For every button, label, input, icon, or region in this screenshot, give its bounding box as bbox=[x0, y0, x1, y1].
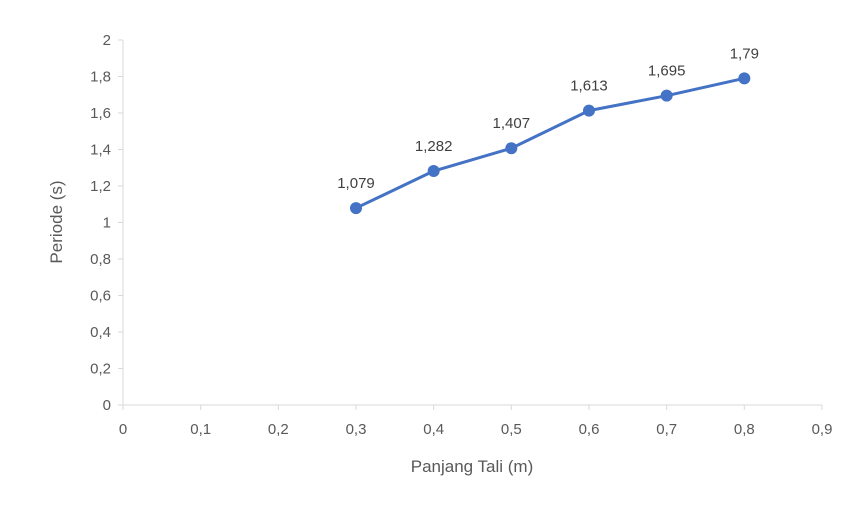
x-axis-title: Panjang Tali (m) bbox=[411, 457, 534, 476]
data-label: 1,613 bbox=[570, 78, 608, 95]
y-tick-label: 2 bbox=[103, 32, 111, 49]
x-tick-label: 0,1 bbox=[190, 421, 211, 438]
y-tick-label: 1,4 bbox=[90, 142, 111, 159]
y-tick-label: 1,2 bbox=[90, 178, 111, 195]
series-line bbox=[354, 76, 746, 210]
x-tick-label: 0,7 bbox=[656, 421, 677, 438]
x-tick-label: 0,8 bbox=[734, 421, 755, 438]
x-tick-label: 0,5 bbox=[501, 421, 522, 438]
y-tick-label: 0,4 bbox=[90, 324, 111, 341]
y-tick-label: 1,8 bbox=[90, 69, 111, 86]
data-label: 1,282 bbox=[415, 138, 453, 155]
data-point bbox=[660, 89, 673, 102]
x-tick-label: 0,6 bbox=[579, 421, 600, 438]
y-tick-label: 0,2 bbox=[90, 361, 111, 378]
data-point bbox=[738, 72, 751, 85]
data-point bbox=[505, 142, 518, 155]
y-tick-label: 0 bbox=[103, 397, 111, 414]
data-label: 1,079 bbox=[337, 175, 375, 192]
y-tick-label: 1 bbox=[103, 215, 111, 232]
data-point bbox=[350, 202, 362, 215]
y-tick-label: 0,8 bbox=[90, 251, 111, 268]
y-tick-label: 1,6 bbox=[90, 105, 111, 122]
data-label: 1,407 bbox=[493, 115, 531, 132]
x-tick-label: 0,2 bbox=[268, 421, 289, 438]
x-tick-label: 0,4 bbox=[423, 421, 444, 438]
data-label: 1,695 bbox=[648, 63, 686, 80]
x-tick-label: 0 bbox=[119, 421, 127, 438]
data-point bbox=[583, 104, 595, 117]
x-tick-label: 0,9 bbox=[812, 421, 833, 438]
series-layer: 1,079 1,282 1,407 1,613 1,695 1,79 bbox=[337, 45, 759, 215]
axes: 0 0,2 0,4 0,6 0,8 1 1,2 1,4 1,6 1,8 2 0 0,1 0,2 0,3 0,4… bbox=[90, 32, 832, 438]
data-label: 1,79 bbox=[730, 45, 759, 62]
x-tick-label: 0,3 bbox=[346, 421, 367, 438]
y-tick-label: 0,6 bbox=[90, 288, 111, 305]
data-point bbox=[427, 165, 440, 178]
y-axis-title: Periode (s) bbox=[47, 180, 66, 263]
